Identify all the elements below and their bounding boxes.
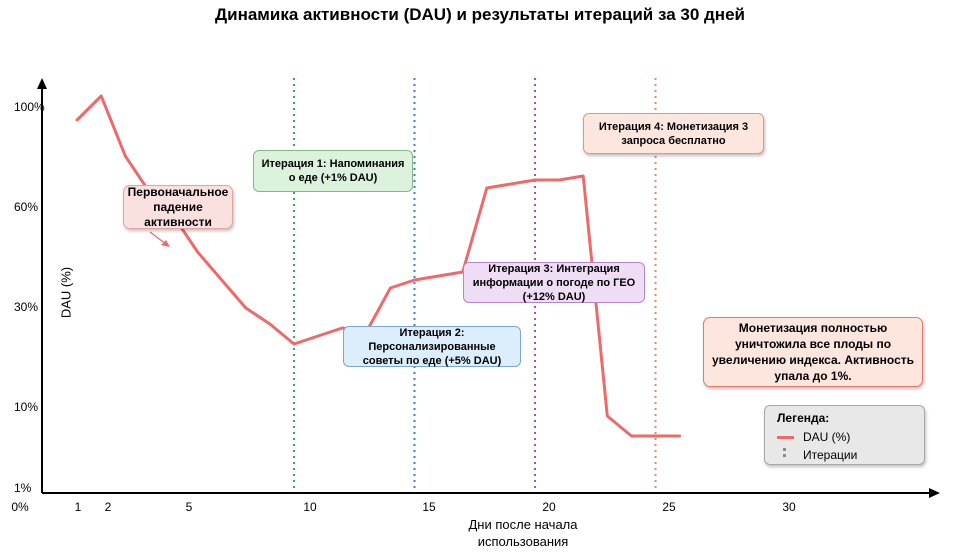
legend: Легенда: DAU (%) Итерации: [764, 405, 925, 465]
annotation-iteration-3: Итерация 3: Интеграция информации о пого…: [463, 262, 645, 303]
y-axis-arrow: [37, 78, 47, 89]
x-tick-label: 0%: [11, 500, 29, 514]
annotation-pointer-head: [161, 240, 170, 247]
x-tick-label: 2: [104, 500, 112, 514]
annotation-iteration-1: Итерация 1: Напоминания о еде (+1% DAU): [253, 150, 413, 192]
y-tick-label: 1%: [14, 481, 32, 495]
y-tick-label: 60%: [14, 200, 39, 214]
legend-dots-swatch: [783, 448, 786, 460]
y-tick-label: 30%: [14, 300, 39, 314]
annotation-initial-drop: Первоначальное падение активности: [123, 185, 233, 229]
axes: [37, 78, 940, 498]
y-tick-label: 10%: [14, 400, 39, 414]
annotation-monetization-note: Монетизация полностью уничтожила все пло…: [703, 317, 923, 387]
legend-item-dau: DAU (%): [803, 430, 851, 444]
y-axis-title: DAU (%): [58, 266, 74, 319]
x-tick-label: 30: [782, 500, 796, 514]
x-tick-label: 20: [542, 500, 556, 514]
x-axis-arrow: [929, 488, 940, 498]
x-tick-label: 15: [422, 500, 436, 514]
x-tick-label: 25: [662, 500, 676, 514]
chart-title: Динамика активности (DAU) и результаты и…: [215, 5, 745, 24]
annotation-iteration-2: Итерация 2: Персонализированные советы п…: [343, 326, 521, 367]
x-tick-label: 10: [303, 500, 317, 514]
annotation-iteration-4: Итерация 4: Монетизация 3 запроса беспла…: [583, 113, 764, 154]
x-tick-label: 5: [185, 500, 193, 514]
legend-title: Легенда:: [777, 411, 830, 425]
legend-item-iterations: Итерации: [803, 448, 858, 462]
x-axis-title: Дни после начала использования: [468, 517, 578, 549]
x-tick-label: 1: [74, 500, 82, 514]
annotation-pointer: [149, 231, 167, 245]
y-tick-label: 100%: [14, 100, 45, 114]
legend-line-swatch: [777, 436, 794, 439]
